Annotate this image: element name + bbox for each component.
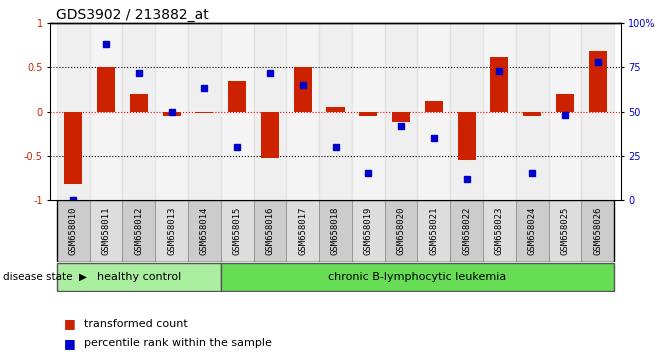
Text: disease state  ▶: disease state ▶ (3, 272, 87, 282)
Text: GSM658021: GSM658021 (429, 207, 438, 255)
Text: GSM658015: GSM658015 (233, 207, 242, 255)
Bar (359, 112, 377, 116)
Bar (261, 112, 279, 158)
Bar (450, 23, 483, 200)
Bar (417, 23, 450, 200)
Text: GSM658011: GSM658011 (101, 207, 111, 255)
Bar (392, 112, 410, 122)
Bar (483, 200, 516, 262)
Bar (97, 67, 115, 112)
Bar (483, 23, 516, 200)
Bar (581, 23, 614, 200)
Text: GSM658017: GSM658017 (298, 207, 307, 255)
Text: ■: ■ (64, 337, 76, 350)
Text: GSM658026: GSM658026 (593, 207, 603, 255)
Bar (516, 23, 549, 200)
Bar (122, 23, 155, 200)
Bar (195, 112, 213, 113)
Bar (221, 263, 614, 291)
Bar (155, 23, 188, 200)
Bar (221, 23, 254, 200)
Bar (581, 200, 614, 262)
Bar (188, 200, 221, 262)
Bar (319, 200, 352, 262)
Bar (556, 94, 574, 112)
Text: GSM658023: GSM658023 (495, 207, 504, 255)
Text: GSM658020: GSM658020 (397, 207, 405, 255)
Bar (549, 200, 581, 262)
Bar (57, 263, 221, 291)
Bar (228, 80, 246, 112)
Text: healthy control: healthy control (97, 272, 181, 282)
Bar (155, 200, 188, 262)
Bar (458, 112, 476, 160)
Text: GSM658024: GSM658024 (527, 207, 537, 255)
Bar (254, 200, 287, 262)
Bar (188, 23, 221, 200)
Text: GDS3902 / 213882_at: GDS3902 / 213882_at (56, 8, 209, 22)
Bar (162, 112, 180, 116)
Text: GSM658025: GSM658025 (560, 207, 570, 255)
Bar (294, 67, 312, 112)
Text: GSM658013: GSM658013 (167, 207, 176, 255)
Text: GSM658018: GSM658018 (331, 207, 340, 255)
Bar (384, 23, 417, 200)
Bar (64, 112, 83, 184)
Bar (254, 23, 287, 200)
Bar (90, 200, 122, 262)
Bar (57, 200, 90, 262)
Bar (417, 200, 450, 262)
Text: percentile rank within the sample: percentile rank within the sample (84, 338, 272, 348)
Text: ■: ■ (64, 318, 76, 330)
Bar (122, 200, 155, 262)
Bar (327, 107, 344, 112)
Text: GSM658019: GSM658019 (364, 207, 373, 255)
Bar (384, 200, 417, 262)
Bar (57, 23, 90, 200)
Bar (588, 51, 607, 112)
Bar (516, 200, 549, 262)
Bar (319, 23, 352, 200)
Bar (287, 200, 319, 262)
Bar (491, 57, 509, 112)
Bar (130, 94, 148, 112)
Text: GSM658016: GSM658016 (266, 207, 274, 255)
Text: GSM658022: GSM658022 (462, 207, 471, 255)
Bar (352, 200, 384, 262)
Text: GSM658012: GSM658012 (134, 207, 144, 255)
Bar (287, 23, 319, 200)
Bar (549, 23, 581, 200)
Bar (90, 23, 122, 200)
Bar (523, 112, 541, 116)
Bar (450, 200, 483, 262)
Text: transformed count: transformed count (84, 319, 188, 329)
Text: chronic B-lymphocytic leukemia: chronic B-lymphocytic leukemia (328, 272, 507, 282)
Bar (221, 200, 254, 262)
Bar (352, 23, 384, 200)
Text: GSM658014: GSM658014 (200, 207, 209, 255)
Bar (425, 101, 443, 112)
Text: GSM658010: GSM658010 (68, 207, 78, 255)
